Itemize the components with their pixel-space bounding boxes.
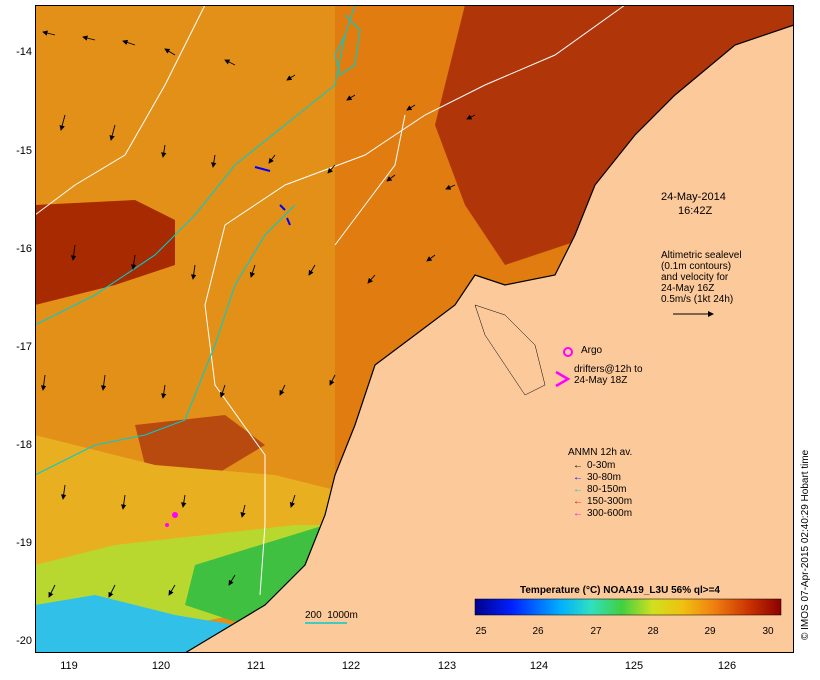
x-tick-label: 123 (437, 660, 457, 672)
drifter-symbol (555, 370, 571, 388)
argo-label: Argo (581, 345, 603, 356)
contour-white-1 (35, 5, 206, 216)
argo-marker (563, 347, 573, 357)
legend-arrow-icon: ← (573, 496, 583, 507)
legend-label: 80-150m (587, 484, 627, 495)
legend-label: 30-80m (587, 472, 621, 483)
y-tick-label: -19 (16, 537, 32, 549)
x-tick-label: 121 (246, 660, 266, 672)
drifters-label: drifters@12h to 24-May 18Z (574, 364, 643, 386)
contour-white-3 (334, 114, 406, 246)
colorbar (474, 598, 782, 616)
colorbar-tick: 26 (532, 626, 544, 637)
anmn-legend-item: ← 0-30m (573, 460, 615, 471)
time-label: 16:42Z (678, 205, 713, 217)
x-tick-label: 120 (151, 660, 171, 672)
legend-arrow-icon: ← (573, 484, 583, 495)
y-tick-label: -20 (16, 635, 32, 647)
credit-text: © IMOS 07-Apr-2015 02:40:29 Hobart time (800, 449, 811, 640)
colorbar-tick: 27 (590, 626, 602, 637)
y-tick-label: -18 (16, 439, 32, 451)
velocity-arrows (40, 30, 476, 598)
legend-arrow-icon: ← (573, 508, 583, 519)
colorbar-tick: 29 (704, 626, 716, 637)
isobath-label: 200 1000m (305, 610, 358, 621)
colorbar-tick: 28 (647, 626, 659, 637)
inlet-land (474, 304, 546, 396)
cold-south (35, 595, 235, 653)
anmn-legend-item: ← 300-600m (573, 508, 632, 519)
contour-white-2 (204, 5, 626, 596)
y-tick-label: -14 (16, 46, 32, 58)
hot-patch-west (35, 200, 175, 305)
y-tick-label: -17 (16, 341, 32, 353)
coastline (184, 24, 794, 653)
x-tick-label: 122 (341, 660, 361, 672)
y-tick-label: -15 (16, 145, 32, 157)
altimetry-description: Altimetric sealevel (0.1m contours) and … (661, 250, 742, 305)
map-area (35, 5, 794, 653)
legend-label: 0-30m (587, 460, 616, 471)
x-tick-label: 126 (717, 660, 737, 672)
drifter-tracks (165, 166, 291, 527)
contour-cyan-2 (35, 204, 296, 476)
colorbar-tick: 25 (475, 626, 487, 637)
legend-label: 150-300m (587, 496, 633, 507)
x-tick-label: 124 (529, 660, 549, 672)
hot-patch-center (135, 415, 265, 475)
x-tick-label: 119 (60, 660, 78, 672)
legend-arrow-icon: ← (573, 472, 583, 483)
legend-arrow-icon: ← (573, 460, 583, 471)
date-label: 24-May-2014 (661, 191, 726, 203)
contour-cyan-3 (334, 14, 361, 76)
colorbar-title: Temperature (°C) NOAA19_L3U 56% ql>=4 (520, 585, 720, 596)
anmn-legend-title: ANMN 12h av. (568, 447, 633, 458)
x-tick-label: 125 (624, 660, 644, 672)
y-tick-label: -16 (16, 243, 32, 255)
anmn-legend-item: ← 30-80m (573, 472, 621, 483)
green-south (185, 525, 345, 625)
anmn-legend-item: ← 80-150m (573, 484, 626, 495)
colorbar-tick: 30 (762, 626, 774, 637)
anmn-legend-item: ← 150-300m (573, 496, 632, 507)
legend-label: 300-600m (587, 508, 633, 519)
contour-cyan-1 (35, 5, 356, 326)
sst-map (35, 5, 794, 653)
